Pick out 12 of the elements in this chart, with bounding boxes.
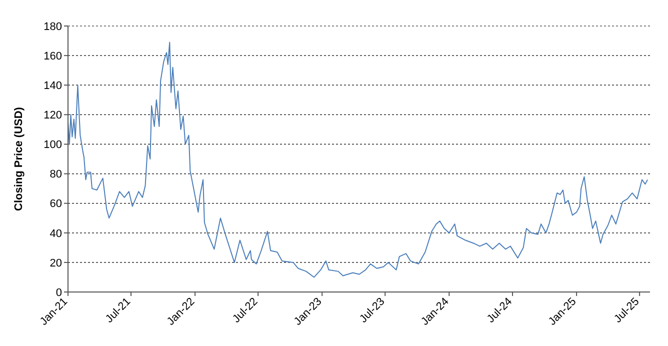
y-tick-label: 120 (44, 110, 62, 122)
y-tick-label: 180 (44, 20, 62, 33)
y-tick-label: 40 (50, 228, 62, 240)
line-series (68, 42, 648, 278)
y-tick-label: 160 (44, 50, 62, 62)
y-tick-label: 0 (56, 286, 62, 299)
y-tick-label: 100 (44, 139, 62, 152)
y-tick-label: 60 (50, 198, 62, 210)
y-tick-label: 80 (50, 168, 62, 181)
y-axis-title: Closing Price (USD) (12, 106, 25, 211)
y-tick-label: 20 (50, 257, 62, 270)
y-tick-label: 140 (44, 80, 62, 92)
